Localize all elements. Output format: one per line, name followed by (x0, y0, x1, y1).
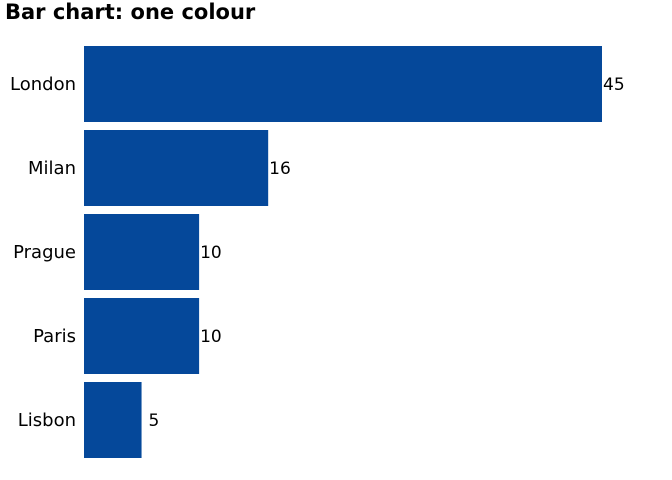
bar-paris (84, 298, 200, 374)
value-label-prague: 10 (200, 243, 222, 263)
category-label-paris: Paris (33, 326, 76, 347)
category-label-london: London (10, 74, 76, 95)
value-label-lisbon: 5 (149, 411, 160, 431)
bars-group (84, 46, 602, 458)
value-labels-group: 45 16 10 10 5 (149, 75, 625, 431)
bar-milan (84, 130, 269, 206)
bar-lisbon (84, 382, 142, 458)
value-label-paris: 10 (200, 327, 222, 347)
category-label-milan: Milan (28, 158, 76, 179)
category-label-lisbon: Lisbon (18, 410, 76, 431)
bar-london (84, 46, 602, 122)
category-label-prague: Prague (13, 242, 76, 263)
chart-title: Bar chart: one colour (5, 0, 256, 24)
bar-prague (84, 214, 200, 290)
category-labels-group: London Milan Prague Paris Lisbon (10, 74, 76, 431)
value-label-london: 45 (603, 75, 625, 95)
value-label-milan: 16 (269, 159, 291, 179)
